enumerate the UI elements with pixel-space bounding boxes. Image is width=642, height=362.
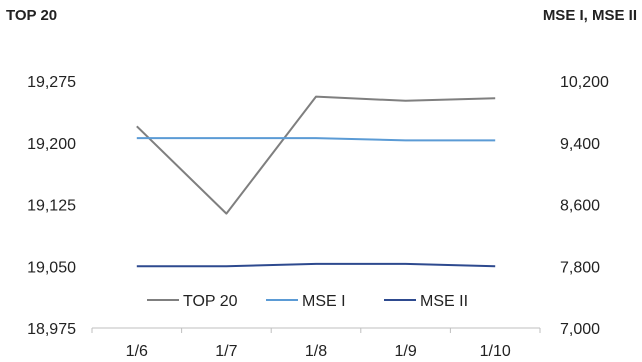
- legend-label: TOP 20: [183, 293, 238, 310]
- x-tick-label: 1/9: [394, 343, 416, 360]
- legend-label: MSE II: [420, 293, 468, 310]
- series-line-top-20: [136, 95, 496, 215]
- x-tick-label: 1/6: [126, 343, 148, 360]
- right-tick-label: 7,800: [560, 259, 600, 276]
- left-axis-title: TOP 20: [6, 7, 57, 24]
- legend: TOP 20 MSE I MSE II: [147, 293, 468, 310]
- left-tick-label: 18,975: [27, 321, 76, 338]
- right-axis-ticks: 7,000 7,800 8,600 9,400 10,200: [560, 74, 609, 338]
- left-tick-label: 19,200: [27, 136, 76, 153]
- right-tick-label: 8,600: [560, 198, 600, 215]
- left-tick-label: 19,050: [27, 259, 76, 276]
- x-tick-label: 1/7: [215, 343, 237, 360]
- left-tick-label: 19,125: [27, 198, 76, 215]
- x-tick-label: 1/8: [305, 343, 327, 360]
- left-axis-ticks: 18,975 19,050 19,125 19,200 19,275: [27, 74, 76, 338]
- series-line-mse-i: [136, 137, 496, 142]
- right-tick-label: 7,000: [560, 321, 600, 338]
- x-axis-ticks: 1/6 1/7 1/8 1/9 1/10: [91, 328, 541, 360]
- series-line-mse-ii: [136, 262, 496, 268]
- right-tick-label: 9,400: [560, 136, 600, 153]
- right-axis-title: MSE I, MSE II: [543, 7, 637, 24]
- legend-label: MSE I: [302, 293, 346, 310]
- left-tick-label: 19,275: [27, 74, 76, 91]
- right-tick-label: 10,200: [560, 74, 609, 91]
- x-tick-label: 1/10: [480, 343, 511, 360]
- series-group: [136, 95, 496, 268]
